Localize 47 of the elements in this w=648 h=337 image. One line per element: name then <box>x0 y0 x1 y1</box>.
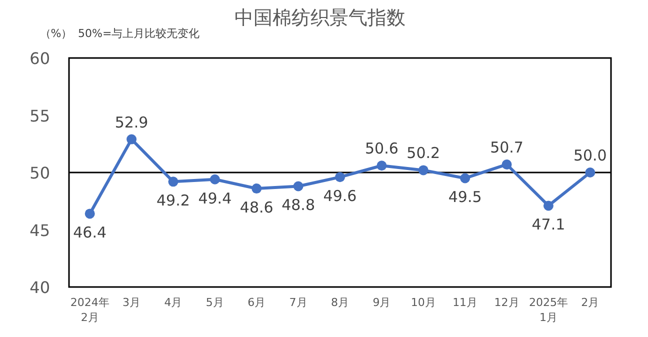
data-label: 49.2 <box>156 192 190 210</box>
data-label: 50.0 <box>573 146 607 164</box>
point <box>168 176 178 187</box>
data-label: 52.9 <box>114 113 148 132</box>
point <box>418 165 428 176</box>
point <box>210 174 220 184</box>
x-tick-label: 3月 <box>122 296 141 309</box>
point <box>502 159 512 170</box>
data-label: 47.1 <box>532 216 566 234</box>
x-tick-label: 4月 <box>164 296 182 309</box>
data-label: 50.7 <box>490 138 524 156</box>
x-tick-label: 12月 <box>494 296 520 309</box>
chart-subtitle: 50%=与上月比较无变化 <box>78 27 200 40</box>
x-tick-label: 5月 <box>206 296 224 309</box>
data-label: 50.2 <box>406 144 440 162</box>
x-tick-label: 6月 <box>248 296 266 309</box>
chart-title: 中国棉纺织景气指数 <box>234 7 406 29</box>
point <box>585 168 596 178</box>
y-tick-label: 60 <box>30 49 50 68</box>
data-label: 50.6 <box>364 140 398 158</box>
data-label: 46.4 <box>73 224 107 242</box>
x-tick-label: 11月 <box>452 296 478 309</box>
x-tick-label: 7月 <box>289 296 308 309</box>
x-tick-label: 8月 <box>331 296 349 309</box>
data-label: 48.6 <box>240 198 274 217</box>
data-label: 49.6 <box>323 187 357 206</box>
y-tick-label: 50 <box>30 164 50 182</box>
point <box>460 173 470 184</box>
x-tick-label: 10月 <box>410 296 436 309</box>
point <box>293 181 304 192</box>
x-tick-label: 2月 <box>581 296 600 309</box>
point <box>84 208 95 219</box>
x-tick-label: 2025年 1月 <box>528 296 568 324</box>
point <box>543 200 554 211</box>
point <box>376 160 387 171</box>
data-label: 49.4 <box>198 189 232 208</box>
data-label: 48.8 <box>282 196 316 214</box>
point <box>335 172 345 182</box>
y-tick-label: 45 <box>30 220 50 240</box>
point <box>252 184 262 194</box>
point <box>126 134 137 144</box>
x-tick-label: 2024年 2月 <box>70 296 110 324</box>
y-tick-label: 55 <box>30 106 50 126</box>
data-label: 49.5 <box>448 188 482 206</box>
y-axis-title: （%） <box>40 27 72 40</box>
y-tick-label: 40 <box>30 278 50 297</box>
x-tick-label: 9月 <box>372 296 391 309</box>
